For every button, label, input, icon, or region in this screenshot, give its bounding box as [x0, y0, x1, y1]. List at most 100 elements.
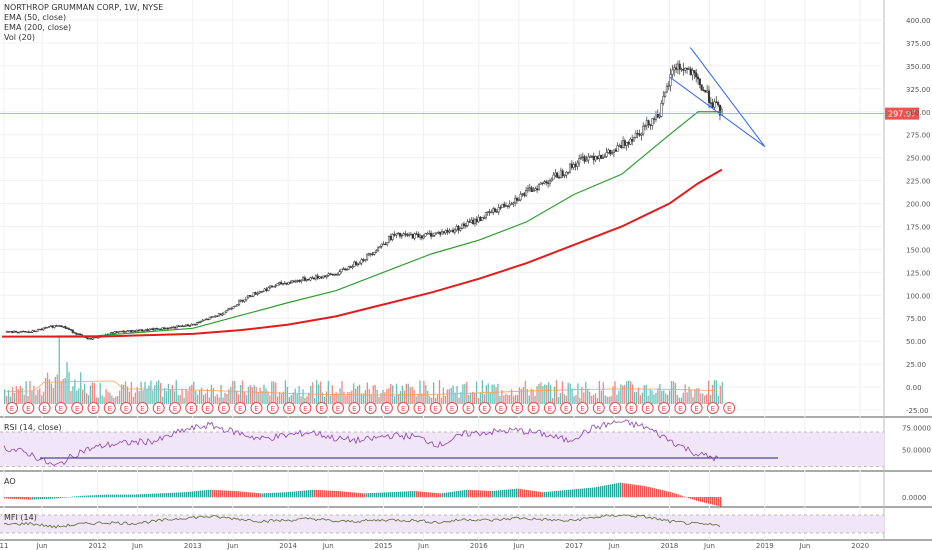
y-tick-label: 150.00	[906, 246, 931, 254]
candle-body	[559, 170, 562, 178]
ao-bar	[702, 497, 704, 503]
earnings-circle	[560, 402, 573, 414]
candle	[186, 323, 189, 327]
ao-bar	[64, 497, 66, 498]
candle	[526, 184, 530, 193]
candle	[634, 130, 637, 139]
ao-bar	[300, 490, 302, 498]
volume-bar	[575, 395, 577, 404]
ao-bar	[498, 490, 500, 498]
candle-body	[369, 253, 372, 255]
candle	[89, 337, 93, 340]
candle-body	[137, 329, 140, 332]
ao-bar	[562, 490, 564, 498]
chart-legend: NORTHROP GRUMMAN CORP, 1W, NYSE EMA (50,…	[4, 3, 163, 43]
ao-bar	[328, 490, 330, 498]
candle-body	[391, 234, 394, 240]
ao-bar	[78, 496, 80, 498]
volume-bar	[169, 390, 172, 404]
ao-bar	[146, 493, 148, 498]
ao-bar	[368, 493, 370, 498]
volume-bar	[680, 397, 682, 404]
volume-bar	[115, 396, 117, 404]
earnings-marker: E	[217, 402, 230, 414]
ao-bar	[140, 494, 142, 498]
candle-body	[124, 331, 127, 333]
candle	[510, 202, 513, 205]
candle	[616, 142, 619, 152]
volume-bar	[220, 384, 222, 404]
candle-body	[322, 275, 325, 279]
candle-body	[506, 205, 509, 207]
ao-bar	[252, 492, 254, 498]
candle	[14, 330, 18, 333]
volume-bar	[335, 392, 337, 404]
ao-bar	[450, 491, 452, 498]
ao-bar	[358, 492, 360, 498]
candle	[461, 223, 464, 230]
candle-body	[126, 330, 129, 332]
volume-bar	[520, 388, 523, 404]
volume-bar	[631, 384, 634, 404]
ao-bar	[342, 491, 344, 498]
earnings-marker: E	[576, 402, 589, 414]
candle-body	[400, 234, 403, 237]
candle	[517, 197, 520, 202]
candle-body	[355, 261, 358, 265]
volume-bar	[80, 372, 82, 404]
candle	[664, 91, 667, 98]
ao-bar	[132, 494, 134, 498]
volume-bar	[649, 388, 651, 404]
ao-bar	[688, 497, 690, 499]
candle	[537, 183, 540, 191]
candle-body	[230, 307, 233, 310]
candle-body	[265, 288, 268, 291]
candle-body	[420, 235, 423, 239]
candle-body	[583, 156, 586, 162]
candle	[78, 333, 82, 335]
earnings-marker: E	[674, 402, 687, 414]
y-tick-label: -25.00	[906, 407, 929, 415]
volume-bar	[241, 380, 244, 404]
volume-bar	[95, 397, 97, 404]
ao-bar	[648, 486, 650, 498]
volume-bar	[93, 383, 95, 404]
ao-bar	[26, 497, 28, 500]
ao-bar	[290, 491, 292, 498]
volume-bar	[179, 394, 181, 404]
ao-bar	[98, 495, 100, 498]
ao-bar	[124, 494, 126, 498]
candle-body	[406, 234, 409, 236]
earnings-circle	[332, 402, 344, 414]
candle	[216, 315, 219, 317]
volume-bar	[52, 388, 55, 404]
ao-bar	[624, 483, 626, 498]
candle	[601, 153, 604, 160]
earnings-marker: E	[723, 402, 736, 414]
candle-body	[219, 313, 222, 316]
candle	[567, 171, 570, 175]
volume-bar	[573, 396, 575, 404]
volume-bar	[368, 389, 370, 404]
ao-bar	[640, 485, 642, 498]
candle-body	[563, 174, 566, 177]
candle	[422, 234, 425, 240]
earnings-circle	[38, 402, 51, 414]
candle-body	[75, 332, 78, 335]
candle-body	[477, 217, 480, 223]
earnings-marker: E	[87, 402, 100, 414]
candle-body	[358, 262, 361, 265]
volume-bar	[384, 392, 386, 404]
volume-bar	[208, 397, 211, 404]
candle-body	[428, 232, 431, 235]
candle-body	[152, 328, 155, 331]
candle-body	[411, 233, 414, 239]
earnings-marker: E	[511, 402, 524, 414]
candle-body	[206, 318, 210, 321]
volume-bar	[181, 388, 183, 404]
volume-bar	[282, 391, 285, 404]
candle-body	[711, 102, 714, 108]
volume-bar	[553, 386, 556, 404]
ao-bar	[304, 490, 306, 498]
